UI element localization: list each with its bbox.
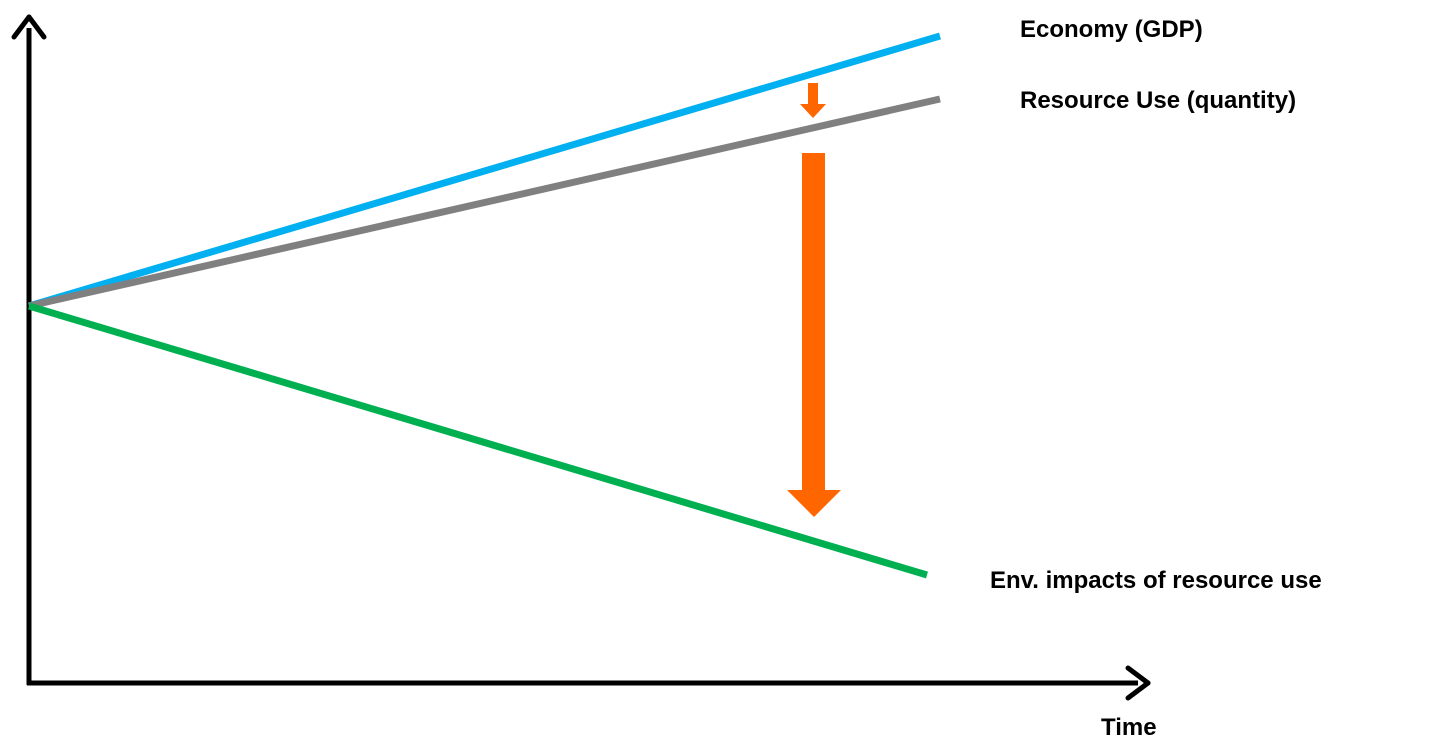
env-impacts-label: Env. impacts of resource use — [990, 567, 1322, 594]
economy-line — [28, 32, 941, 310]
resource-decoupling-arrow — [800, 83, 826, 118]
trend-lines — [27, 32, 941, 579]
x-axis-arrowhead-top — [1125, 665, 1151, 686]
y-axis-arrowhead-left — [11, 14, 32, 40]
y-axis-arrowhead-right — [26, 14, 47, 40]
env-impacts-line — [27, 302, 929, 579]
economy-label: Economy (GDP) — [1020, 16, 1203, 43]
resource-use-label: Resource Use (quantity) — [1020, 87, 1296, 114]
labels: Economy (GDP) Resource Use (quantity) En… — [990, 16, 1322, 741]
resource-use-line — [28, 95, 941, 310]
impact-decoupling-arrow — [787, 153, 841, 517]
x-axis-label: Time — [1101, 714, 1157, 741]
x-axis-arrowhead-bottom — [1125, 680, 1151, 701]
axes — [11, 14, 1151, 701]
decoupling-arrows — [787, 83, 841, 517]
